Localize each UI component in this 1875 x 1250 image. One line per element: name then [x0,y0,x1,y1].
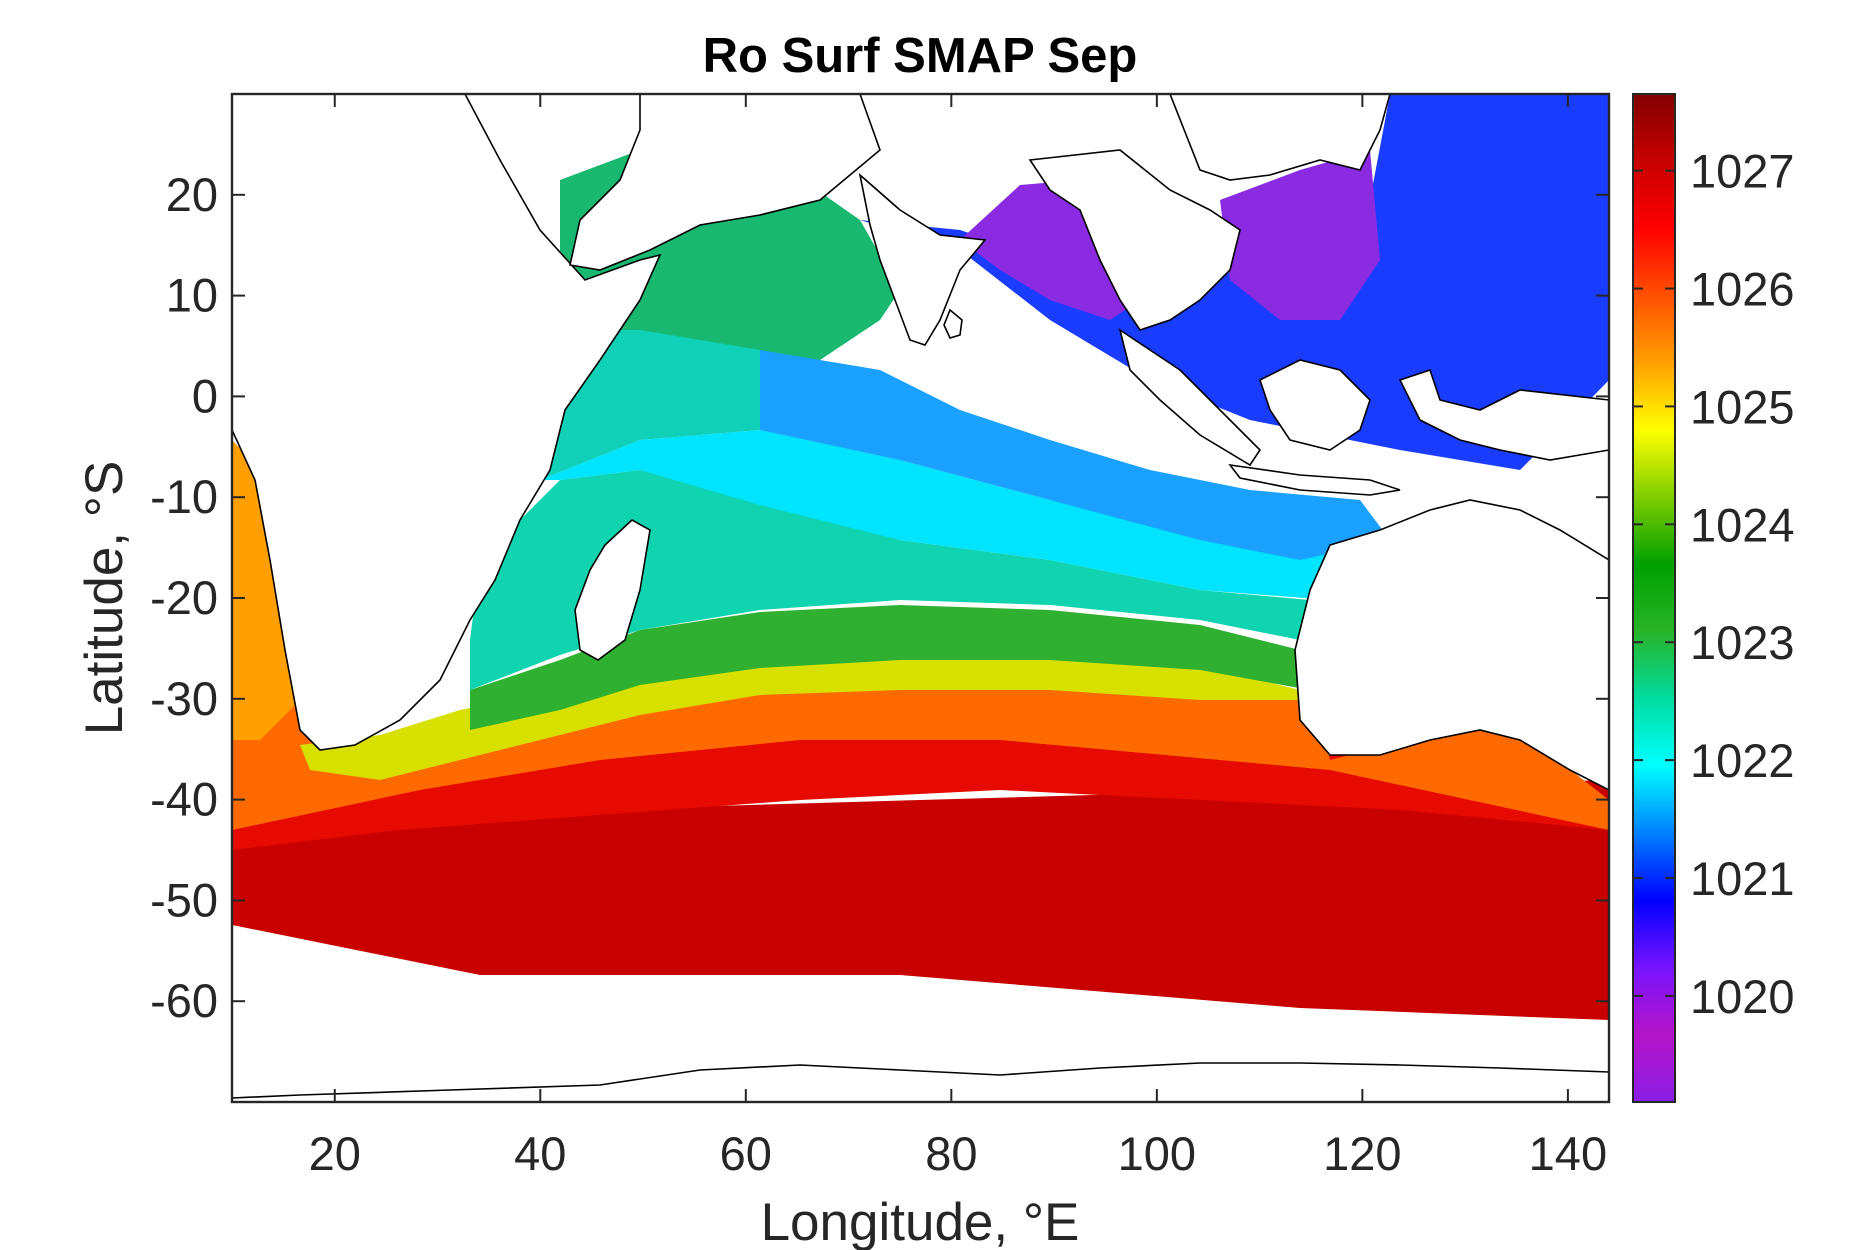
land-sulawesi-png [1398,368,1609,461]
colorbar-tick-label: 1020 [1690,970,1795,1023]
colorbar-tick-label: 1027 [1690,145,1795,198]
x-tick-label: 80 [925,1127,977,1180]
land-antarctica [232,1062,1609,1102]
land-indochina [1028,149,1241,331]
y-tick-label: 10 [166,269,218,322]
x-tick-label: 40 [514,1127,566,1180]
x-tick-label: 120 [1323,1127,1401,1180]
land-madagascar [574,519,651,661]
land-australia [1294,499,1609,791]
x-tick-label: 60 [720,1127,772,1180]
y-tick-label: -30 [150,672,218,725]
y-tick-label: -10 [150,470,218,523]
colorbar-tick-label: 1024 [1690,498,1795,551]
colorbar-ticks: 1020 1021 1022 1023 1024 1025 1026 1027 [1633,145,1795,1023]
field-africa-coast [232,440,300,740]
x-tick-label: 140 [1529,1127,1607,1180]
land-arabia [569,94,881,271]
y-tick-label: 0 [192,369,218,422]
chart-title: Ro Surf SMAP Sep [703,29,1138,83]
colorbar-tick-label: 1022 [1690,734,1795,787]
y-tick-label: -20 [150,571,218,624]
land-africa [232,94,662,751]
y-tick-label: -60 [150,974,218,1027]
field-orange [232,560,1609,830]
y-axis-ticks: 20 10 0 -10 -20 -30 -40 -50 -60 [150,168,1609,1027]
colorbar [1632,93,1676,1103]
colorbar-tick-label: 1025 [1690,380,1795,433]
y-tick-label: 20 [166,168,218,221]
land-mask [232,94,1609,1102]
x-tick-label: 100 [1118,1127,1196,1180]
field-green [470,605,1310,730]
land-india [858,172,987,346]
map-plot-area [232,94,1609,1102]
field-cyan [540,430,1360,600]
colorbar-tick-label: 1026 [1690,263,1795,316]
y-tick-label: -40 [150,773,218,826]
x-axis-ticks: 20 40 60 80 100 120 140 [309,94,1607,1180]
field-purple-scs [1220,150,1380,320]
y-tick-label: -50 [150,873,218,926]
colorbar-tick-label: 1021 [1690,852,1795,905]
y-axis-label: Latitude, °S [75,461,134,736]
land-sri-lanka [943,308,963,339]
field-yellow [300,648,1320,780]
field-light-blue [760,350,1390,560]
land-china [1169,94,1391,181]
land-borneo [1259,359,1371,451]
field-dark-red [232,780,1609,1020]
x-tick-label: 20 [309,1127,361,1180]
field-teal [470,470,1310,690]
x-axis-label: Longitude, °E [761,1193,1080,1250]
colorbar-tick-label: 1023 [1690,616,1795,669]
land-sumatra [1118,328,1262,467]
land-java [1228,463,1401,496]
